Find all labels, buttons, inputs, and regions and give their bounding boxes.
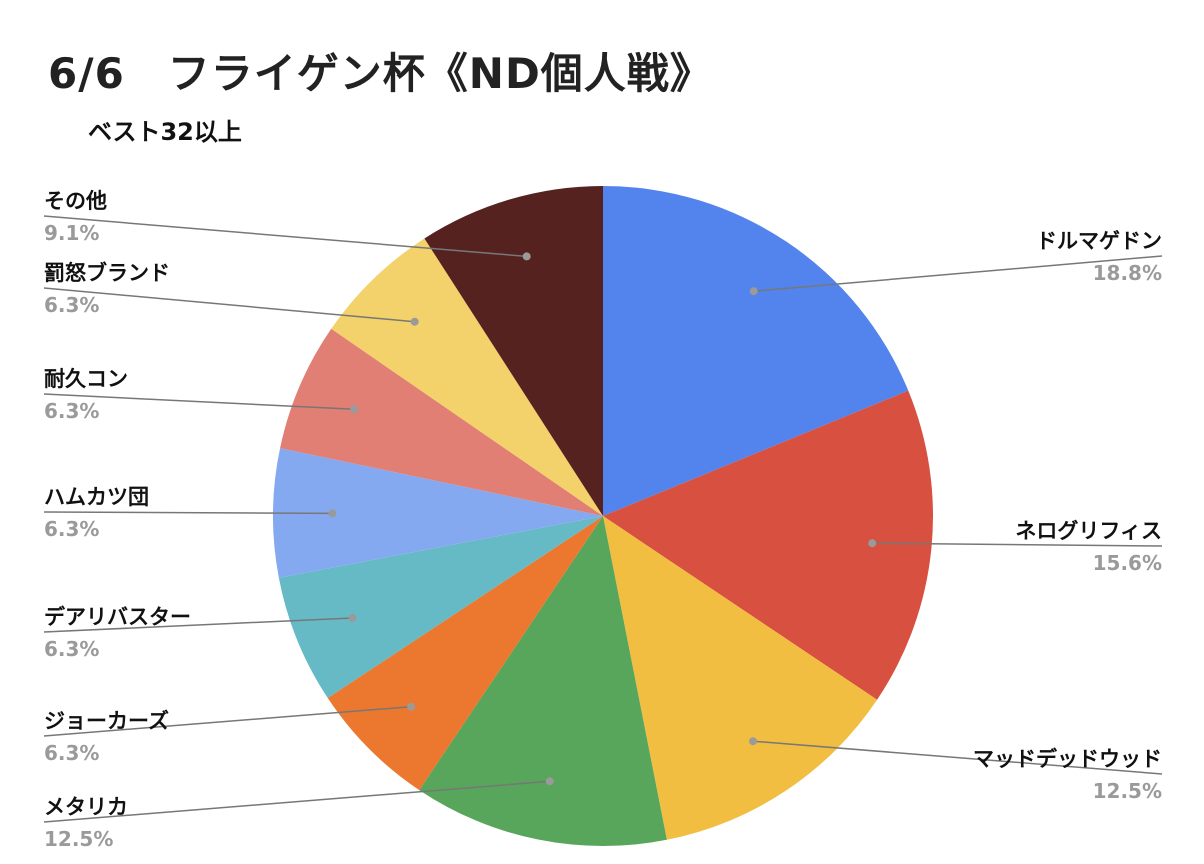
pie-slice xyxy=(603,186,909,516)
leader-dot xyxy=(522,252,531,261)
leader-line xyxy=(43,287,415,323)
pie-slice xyxy=(603,390,934,700)
pie-slice xyxy=(419,516,667,847)
slice-percent-label: 6.3% xyxy=(44,293,99,317)
slice-label: ドルマゲドン xyxy=(1036,229,1162,253)
slice-label: マッドデッドウッド xyxy=(973,747,1162,771)
pie-slice xyxy=(273,448,603,578)
leader-dot xyxy=(350,405,359,414)
leader-dot xyxy=(749,737,757,746)
pie-slice xyxy=(327,516,603,791)
slice-percent-label: 6.3% xyxy=(44,399,99,423)
slice-label: デアリバスター xyxy=(44,605,191,629)
slice-label: 耐久コン xyxy=(44,367,128,391)
leader-dot xyxy=(410,317,419,326)
chart-title: 6/6 フライゲン杯《ND個人戦》 xyxy=(48,49,713,98)
leader-line xyxy=(752,740,1163,775)
chart-subtitle: ベスト32以上 xyxy=(88,118,242,146)
leader-line xyxy=(43,617,353,633)
leader-line xyxy=(43,780,550,823)
slice-label: 罰怒ブランド xyxy=(44,261,170,285)
pie-slice xyxy=(424,186,603,516)
slice-percent-label: 18.8% xyxy=(1093,261,1162,285)
leader-dot xyxy=(545,777,554,786)
slice-label: ジョーカーズ xyxy=(44,709,169,733)
slice-percent-label: 6.3% xyxy=(44,637,99,661)
leader-line xyxy=(43,511,333,515)
pie-slice xyxy=(280,328,603,516)
slice-percent-label: 6.3% xyxy=(44,741,99,765)
leader-line xyxy=(872,542,1163,547)
leader-dot xyxy=(749,287,758,296)
slice-percent-label: 12.5% xyxy=(1093,779,1162,803)
leader-line xyxy=(43,705,412,737)
slice-percent-label: 12.5% xyxy=(44,827,113,851)
leader-line xyxy=(43,393,355,411)
pie-slice xyxy=(603,516,878,840)
leader-dot xyxy=(868,539,877,548)
slice-label: その他 xyxy=(44,189,107,213)
pie-slice xyxy=(331,238,603,517)
slice-label: ネログリフィス xyxy=(1015,519,1162,543)
leader-dot xyxy=(348,614,357,622)
leader-line xyxy=(43,215,527,258)
slice-percent-label: 9.1% xyxy=(44,221,99,245)
pie-slice xyxy=(278,516,603,699)
leader-line xyxy=(753,255,1163,292)
slice-percent-label: 6.3% xyxy=(44,517,99,541)
slice-percent-label: 15.6% xyxy=(1093,551,1162,575)
leader-dot xyxy=(328,509,337,518)
slice-label: ハムカツ団 xyxy=(44,485,149,509)
leader-dot xyxy=(407,702,416,711)
slice-label: メタリカ xyxy=(44,795,128,819)
